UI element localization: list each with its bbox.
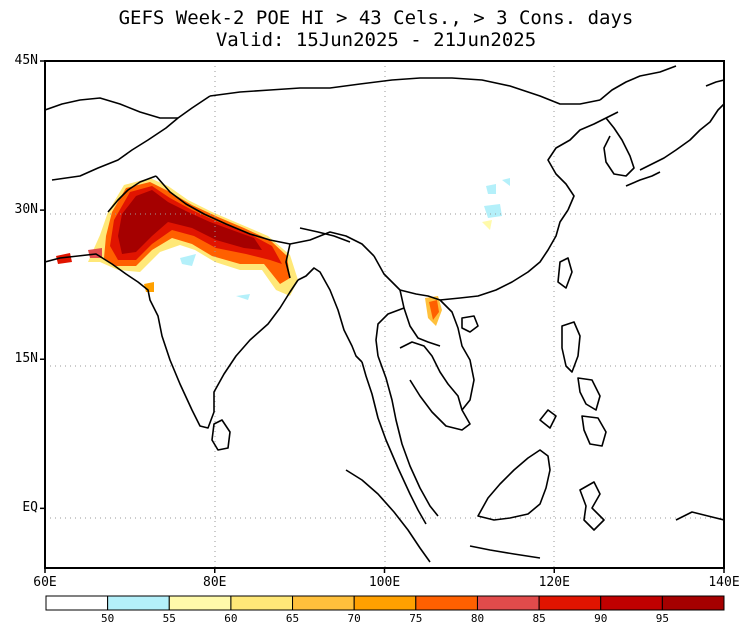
colorbar-label: 65 bbox=[285, 612, 300, 625]
map-subtitle: Valid: 15Jun2025 - 21Jun2025 bbox=[215, 29, 537, 51]
heat-risk-region-china bbox=[482, 178, 510, 230]
colorbar-label: 60 bbox=[224, 612, 238, 625]
colorbar-swatch bbox=[353, 595, 417, 611]
colorbar-label: 80 bbox=[470, 612, 485, 625]
colorbar-swatch bbox=[168, 595, 232, 611]
map-content bbox=[45, 61, 724, 568]
colorbar-swatch bbox=[107, 595, 170, 611]
y-tick-label: EQ bbox=[22, 500, 38, 516]
axis-ticks bbox=[40, 60, 725, 573]
x-tick-label: 80E bbox=[203, 575, 227, 590]
x-tick-label: 120E bbox=[538, 575, 570, 590]
y-tick-label: 15N bbox=[14, 351, 38, 367]
heat-risk-region-vietnam bbox=[425, 296, 442, 326]
colorbar-swatch bbox=[230, 595, 294, 611]
colorbar-label: 70 bbox=[347, 612, 361, 625]
colorbar-label: 50 bbox=[101, 612, 115, 625]
colorbar bbox=[45, 595, 725, 611]
colorbar-label: 95 bbox=[655, 612, 669, 625]
colorbar-label: 55 bbox=[162, 612, 176, 625]
y-tick-label: 45N bbox=[14, 53, 38, 68]
heat-risk-region-south-asia bbox=[56, 178, 298, 300]
y-tick-label: 30N bbox=[14, 202, 38, 218]
colorbar-swatch bbox=[538, 595, 602, 611]
colorbar-swatch bbox=[292, 595, 355, 611]
colorbar-label: 75 bbox=[409, 612, 423, 625]
coastlines bbox=[45, 65, 724, 563]
colorbar-swatch bbox=[45, 595, 109, 611]
colorbar-swatch bbox=[661, 595, 725, 611]
colorbar-swatch bbox=[415, 595, 478, 611]
colorbar-label: 90 bbox=[594, 612, 608, 625]
gridlines bbox=[45, 61, 724, 568]
x-tick-label: 60E bbox=[33, 575, 57, 590]
map-title: GEFS Week-2 POE HI > 43 Cels., > 3 Cons.… bbox=[118, 7, 634, 29]
x-tick-label: 140E bbox=[708, 575, 740, 590]
colorbar-label: 85 bbox=[532, 612, 546, 625]
x-tick-label: 100E bbox=[368, 575, 401, 590]
colorbar-swatch bbox=[476, 595, 540, 611]
colorbar-swatch bbox=[600, 595, 663, 611]
